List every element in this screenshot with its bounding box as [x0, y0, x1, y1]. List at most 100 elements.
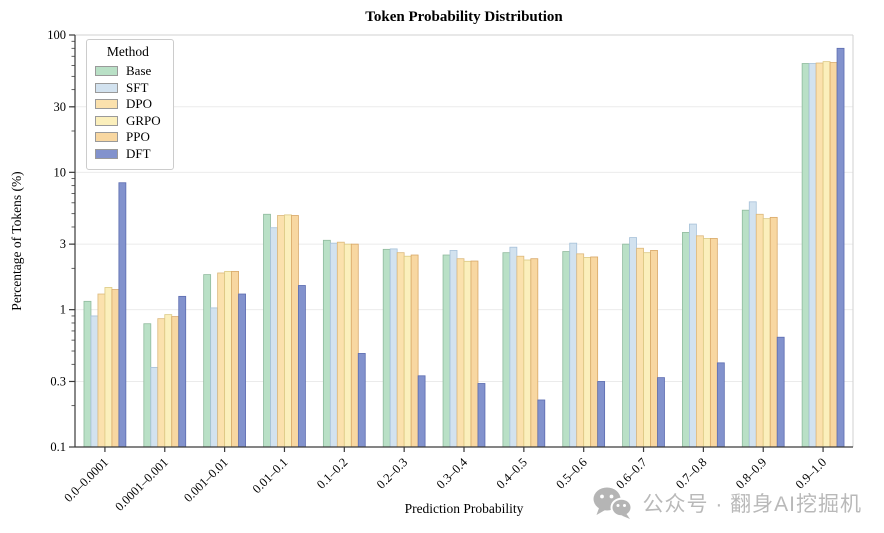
bar-DPO [636, 247, 644, 448]
bar-DFT [477, 383, 486, 448]
bar-Base [562, 251, 571, 448]
x-tick-label: 0.001–0.01 [181, 455, 231, 505]
bar-DFT [776, 336, 785, 448]
bar-GRPO [762, 218, 771, 448]
bar-DFT [178, 295, 187, 448]
legend: Method Base SFT DPO GRPO PPO DFT [86, 39, 174, 170]
bar-DFT [357, 353, 366, 448]
bar-PPO [650, 250, 658, 448]
bar-PPO [709, 238, 718, 448]
bar-SFT [748, 201, 757, 448]
x-tick-label: 0.2–0.3 [374, 455, 410, 491]
bar-Base [502, 252, 511, 448]
bar-DFT [298, 285, 306, 448]
bar-PPO [590, 256, 599, 448]
bar-GRPO [224, 270, 232, 448]
legend-label: DFT [126, 145, 151, 161]
bar-GRPO [403, 255, 412, 448]
bar-DFT [657, 377, 665, 448]
legend-item-grpo: GRPO [95, 113, 161, 130]
bar-Base [83, 300, 92, 448]
legend-title: Method [106, 44, 149, 59]
x-tick-label: 0.5–0.6 [553, 455, 589, 491]
bar-PPO [769, 216, 778, 448]
legend-label: GRPO [126, 112, 161, 128]
bar-Base [741, 209, 750, 448]
bar-GRPO [643, 252, 651, 448]
bar-DFT [537, 399, 546, 448]
bar-DFT [597, 381, 606, 448]
bar-SFT [90, 315, 99, 448]
ppo-swatch-icon [95, 132, 118, 143]
bar-DPO [157, 318, 166, 448]
bar-DPO [815, 62, 824, 448]
y-tick-label: 0.3 [50, 374, 66, 388]
bar-PPO [231, 270, 239, 448]
y-tick-label: 30 [54, 100, 67, 114]
bar-SFT [210, 307, 219, 448]
bar-GRPO [463, 260, 472, 448]
bar-GRPO [702, 238, 711, 448]
wechat-icon [593, 487, 633, 519]
y-tick-label: 3 [60, 237, 66, 251]
y-tick-label: 10 [54, 165, 67, 179]
y-tick-label: 100 [47, 28, 66, 42]
bar-SFT [689, 223, 697, 448]
bar-Base [203, 274, 212, 448]
legend-item-dft: DFT [95, 146, 161, 163]
bar-PPO [111, 289, 120, 448]
bar-GRPO [284, 214, 292, 448]
legend-item-ppo: PPO [95, 129, 161, 146]
sft-swatch-icon [95, 82, 118, 93]
bar-PPO [829, 62, 838, 448]
bar-Base [143, 323, 152, 448]
legend-item-sft: SFT [95, 80, 161, 97]
bar-DPO [456, 258, 465, 448]
x-tick-label: 0.4–0.5 [494, 455, 530, 491]
dpo-swatch-icon [95, 99, 118, 110]
base-swatch-icon [95, 66, 118, 77]
legend-label: PPO [126, 129, 150, 145]
bar-PPO [410, 254, 419, 448]
bar-PPO [350, 243, 359, 448]
bar-DFT [238, 293, 246, 448]
bar-Base [622, 243, 630, 448]
bar-DPO [277, 215, 285, 448]
dft-swatch-icon [95, 148, 118, 159]
watermark: 公众号 · 翻身AI挖掘机 [591, 486, 862, 520]
bar-GRPO [583, 257, 592, 448]
bar-SFT [629, 237, 637, 448]
bar-DPO [97, 293, 106, 448]
x-tick-label: 0.01–0.1 [250, 455, 291, 496]
bar-DFT [417, 375, 426, 448]
legend-label: Base [126, 63, 152, 79]
bar-SFT [150, 366, 159, 448]
y-tick-label: 1 [60, 303, 66, 317]
bar-GRPO [343, 243, 352, 448]
legend-item-base: Base [95, 63, 161, 80]
bar-DPO [516, 255, 525, 448]
bar-SFT [329, 242, 338, 448]
x-axis-label: Prediction Probability [404, 501, 524, 516]
bar-SFT [270, 227, 278, 448]
bar-PPO [530, 258, 539, 448]
bar-GRPO [104, 287, 113, 448]
bar-DFT [836, 47, 845, 448]
bar-Base [322, 239, 331, 448]
bar-PPO [470, 260, 479, 448]
y-tick-label: 0.1 [50, 440, 66, 454]
bar-DPO [217, 272, 226, 448]
bar-Base [382, 248, 391, 448]
bar-DFT [716, 362, 725, 448]
bar-SFT [389, 248, 398, 448]
bar-SFT [509, 246, 518, 448]
bar-DFT [118, 182, 127, 448]
bar-DPO [396, 252, 405, 448]
bar-PPO [291, 215, 299, 448]
bar-SFT [808, 63, 817, 448]
bar-DPO [755, 213, 764, 448]
bar-DPO [576, 253, 585, 448]
watermark-text: 公众号 · 翻身AI挖掘机 [642, 493, 862, 516]
